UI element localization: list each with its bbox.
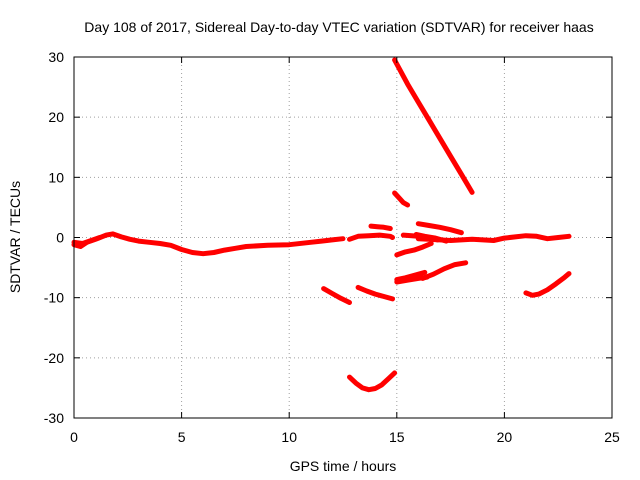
series-arc-0-start	[71, 235, 103, 246]
y-tick-label: -20	[44, 350, 64, 366]
y-tick-label: -30	[44, 410, 64, 426]
series-arc-15-minus7	[394, 269, 428, 283]
series-arc-minus25-dip	[347, 370, 398, 393]
series-arc-high-descending	[392, 57, 475, 195]
series-arc-11-minus9	[321, 286, 352, 305]
series-arc-main-baseline	[71, 231, 346, 257]
x-tick-label: 20	[497, 429, 513, 445]
x-tick-label: 0	[70, 429, 78, 445]
x-axis-label: GPS time / hours	[290, 458, 397, 474]
y-tick-label: -10	[44, 290, 64, 306]
y-tick-label: 10	[48, 169, 64, 185]
y-tick-label: 20	[48, 109, 64, 125]
series-arc-15-down-to-minus3	[394, 241, 434, 258]
x-tick-label: 25	[604, 429, 620, 445]
data-series	[71, 57, 572, 393]
x-tick-label: 10	[281, 429, 297, 445]
series-arc-21-minus9	[523, 271, 572, 298]
series-arc-15-small-high	[392, 190, 411, 208]
series-arc-13-minus8	[355, 284, 395, 302]
y-tick-label: 0	[56, 230, 64, 246]
x-tick-label: 15	[389, 429, 405, 445]
series-arc-13-to-15	[347, 232, 395, 242]
series-arc-14-upper	[368, 223, 393, 231]
axis-ticks: 0 5 10 15 20 25 -30 -20 -10 0 10 20 30	[44, 49, 620, 445]
series-arc-16-upper-branch	[415, 221, 464, 236]
series-arc-15-descending	[400, 232, 441, 243]
y-axis-label: SDTVAR / TECUs	[7, 181, 23, 293]
y-tick-label: 30	[48, 49, 64, 65]
x-tick-label: 5	[178, 429, 186, 445]
series-arc-17-rising	[420, 260, 469, 281]
chart-title: Day 108 of 2017, Sidereal Day-to-day VTE…	[84, 19, 593, 35]
